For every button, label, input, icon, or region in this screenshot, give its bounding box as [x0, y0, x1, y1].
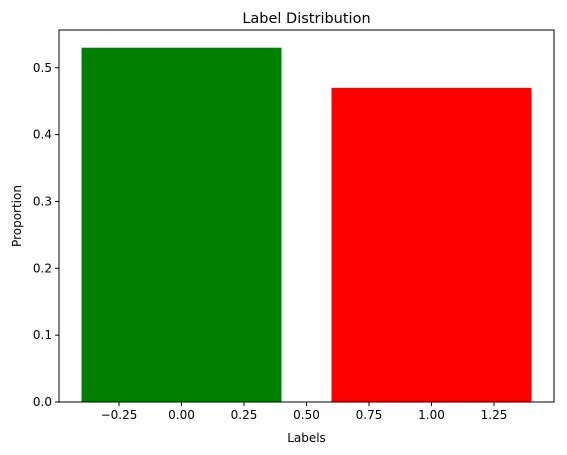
- x-tick-label: 1.00: [418, 408, 445, 422]
- x-axis-label: Labels: [287, 431, 326, 445]
- x-tick-label: 0.50: [293, 408, 320, 422]
- y-tick-label: 0.3: [33, 194, 52, 208]
- y-tick-label: 0.1: [33, 328, 52, 342]
- x-tick-label: −0.25: [101, 408, 138, 422]
- y-tick-label: 0.0: [33, 395, 52, 409]
- y-tick-label: 0.4: [33, 128, 52, 142]
- x-tick-label: 0.75: [356, 408, 383, 422]
- chart-title: Label Distribution: [242, 11, 370, 27]
- x-ticks-group: −0.25 0.00 0.25 0.50 0.75 1.00 1.25: [101, 402, 508, 422]
- x-tick-label: 0.00: [168, 408, 195, 422]
- bars-group: [81, 47, 532, 402]
- y-ticks-group: 0.0 0.1 0.2 0.3 0.4 0.5: [33, 61, 59, 409]
- bar-0: [81, 47, 282, 402]
- bar-1: [331, 87, 532, 402]
- y-axis-label: Proportion: [10, 185, 24, 247]
- x-tick-label: 0.25: [231, 408, 258, 422]
- y-tick-label: 0.2: [33, 261, 52, 275]
- plot-frame: [58, 29, 555, 403]
- y-tick-label: 0.5: [33, 61, 52, 75]
- x-tick-label: 1.25: [481, 408, 508, 422]
